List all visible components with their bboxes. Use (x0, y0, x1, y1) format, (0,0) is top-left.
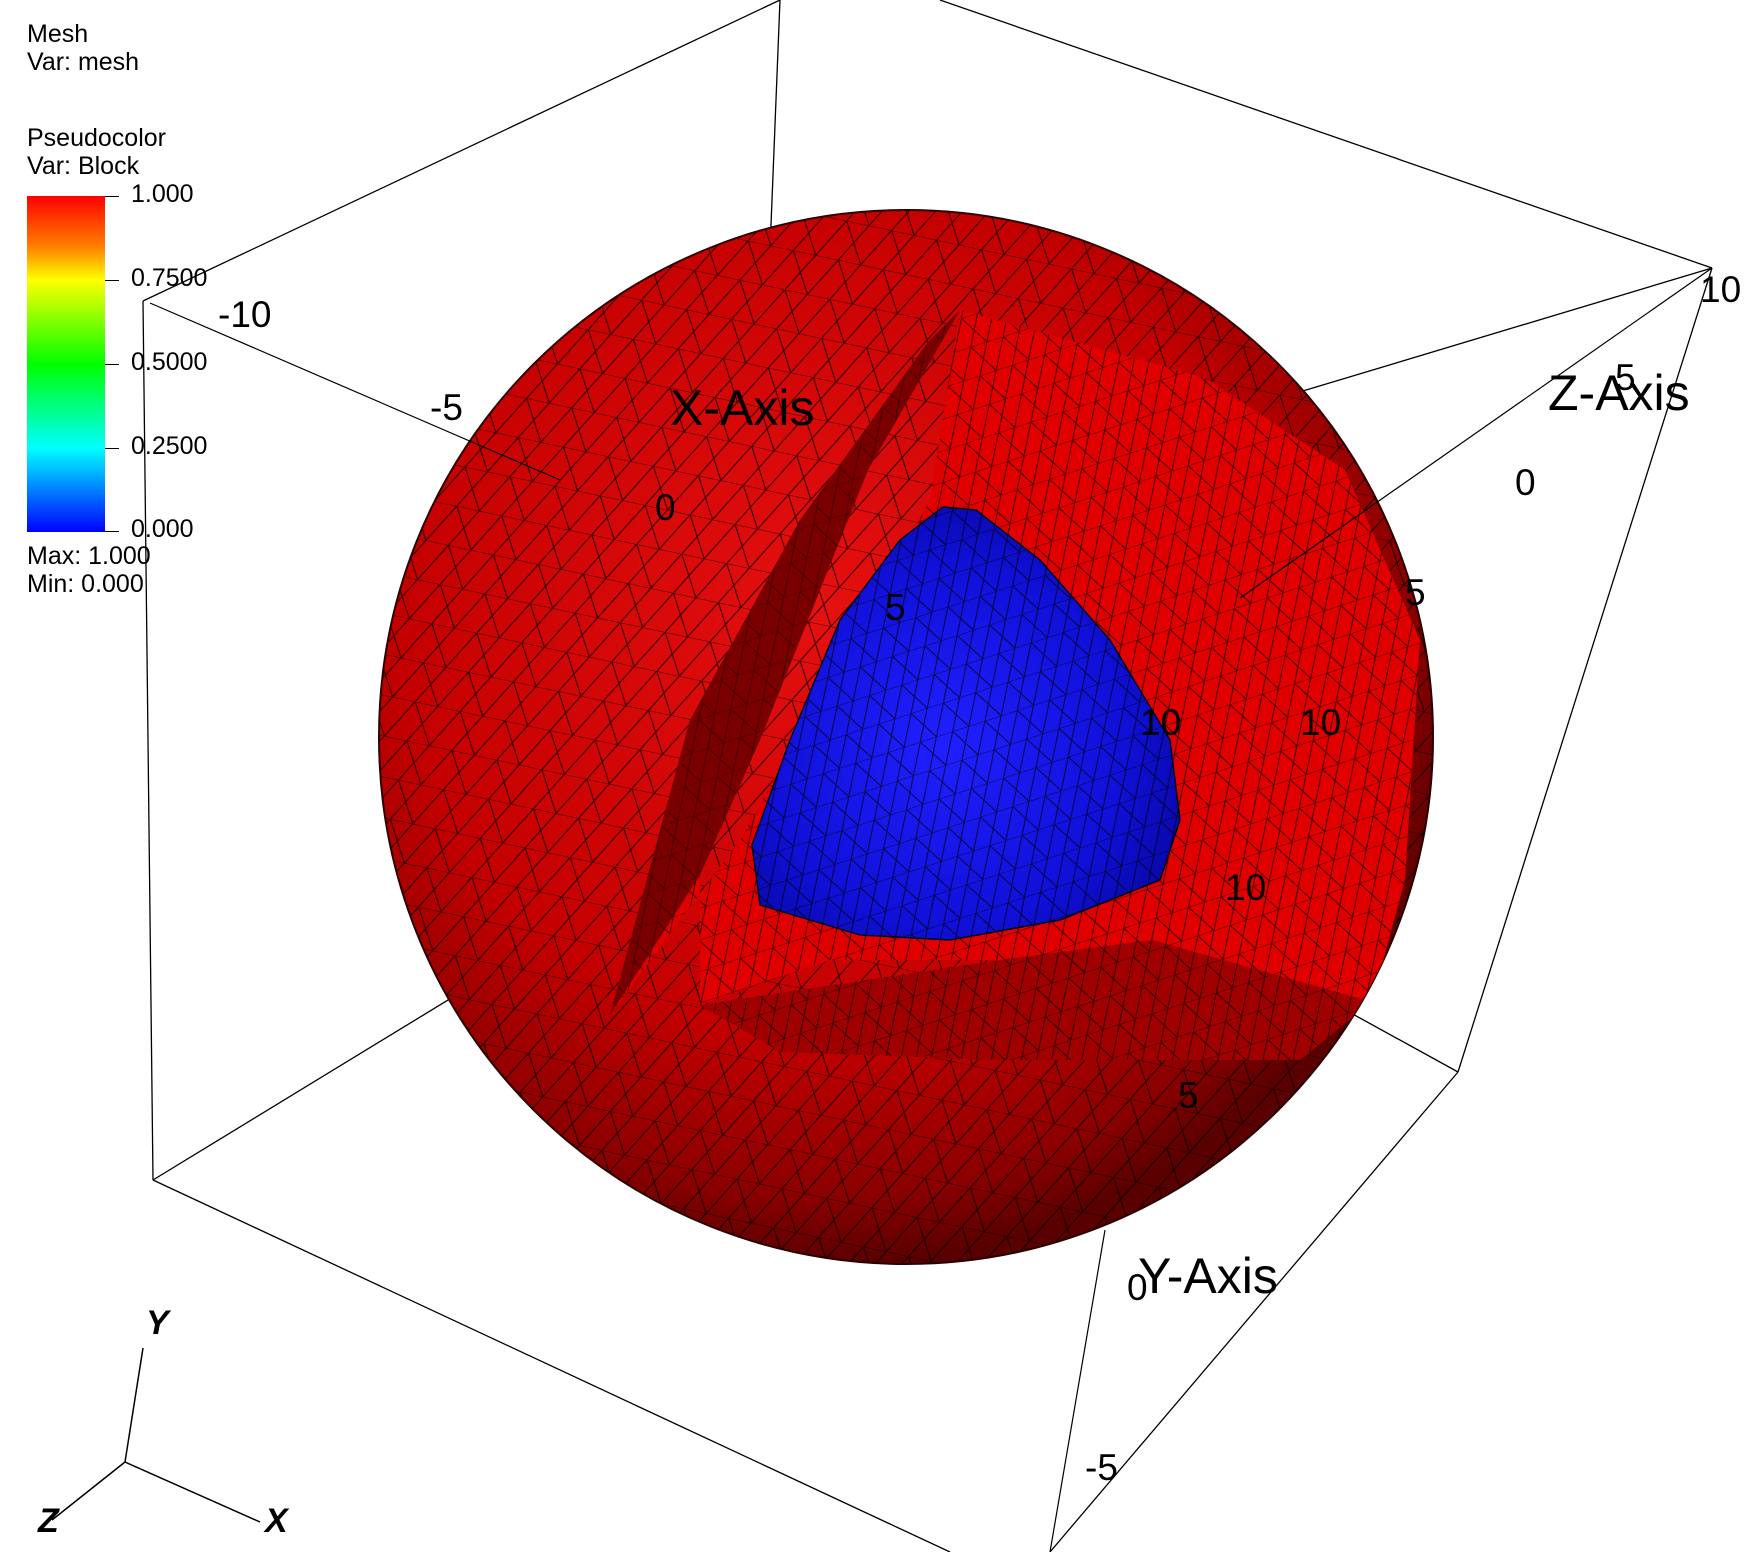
pseudocolor-plot-var: Var: Block (27, 152, 140, 180)
triad-z-label: Z (37, 1502, 60, 1540)
z-axis-title: Z-Axis (1548, 365, 1690, 421)
color-scale-label: 0.2500 (131, 432, 208, 460)
z-axis-tick-label: 10 (1300, 702, 1341, 743)
color-scale-label: 0.000 (131, 515, 194, 543)
axis-ticks (149, 267, 1713, 1552)
x-axis-title: X-Axis (670, 380, 814, 436)
y-axis-tick-label: 0 (1127, 1267, 1148, 1308)
y-axis-tick-label: -5 (1085, 1447, 1118, 1488)
color-scale-tick (105, 280, 119, 281)
mesh-plot-var: Var: mesh (27, 48, 140, 76)
z-axis-tick-label: 0 (1515, 462, 1536, 503)
data-min-label: Min: 0.000 (27, 570, 144, 598)
inner-block-core (751, 506, 1181, 941)
color-scale-tick (105, 448, 119, 449)
data-max-label: Max: 1.000 (27, 542, 151, 570)
x-axis-tick-label: 5 (885, 587, 906, 628)
color-scale-label: 1.000 (131, 180, 194, 208)
orientation-triad (51, 1347, 261, 1523)
y-axis-title: Y-Axis (1138, 1248, 1278, 1304)
color-scale-tick (105, 364, 119, 365)
x-axis-tick-label: 10 (1140, 702, 1181, 743)
triad-x-label: X (263, 1502, 290, 1540)
pseudocolor-plot-title: Pseudocolor (27, 124, 166, 152)
mesh-plot-title: Mesh (27, 20, 89, 48)
y-axis-tick-label: 10 (1225, 867, 1266, 908)
color-scale-bar (27, 196, 105, 532)
x-axis-tick-label: 0 (655, 487, 676, 528)
y-axis-tick-label: 5 (1178, 1075, 1199, 1116)
color-scale-tick (105, 196, 119, 197)
color-scale-tick (105, 531, 119, 532)
color-scale-label: 0.7500 (131, 264, 208, 292)
z-axis-tick-label: 5 (1615, 357, 1636, 398)
triad-y-label: Y (146, 1304, 172, 1342)
z-axis-tick-label: 5 (1405, 572, 1426, 613)
x-axis-tick-label: -5 (430, 387, 463, 428)
x-axis-tick-label: -10 (218, 294, 271, 335)
z-axis-tick-label: 10 (1700, 269, 1741, 310)
